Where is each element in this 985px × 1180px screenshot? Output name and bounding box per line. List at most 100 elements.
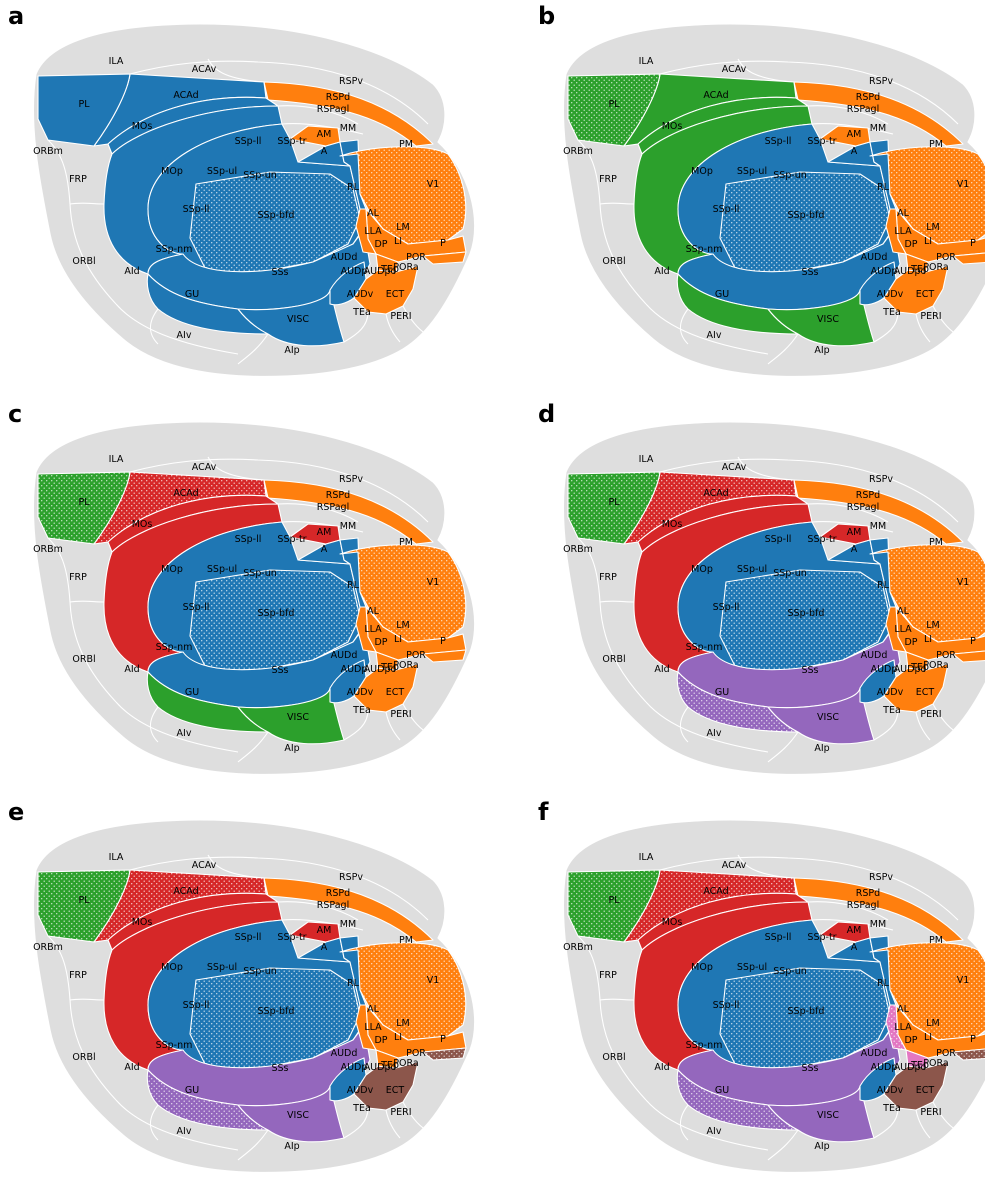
area-visc xyxy=(767,289,875,347)
region-label: SSp-bfd xyxy=(258,608,295,619)
region-label: ORBm xyxy=(563,544,593,555)
region-label: FRP xyxy=(69,174,87,185)
region-label: AL xyxy=(367,208,379,219)
panel-f: f ILA ACAv RSPv PL ACAd RSPd RSPagl MOs MM AM PM ORB… xyxy=(538,800,985,1180)
region-label: PORa xyxy=(923,1058,948,1069)
region-label: FRP xyxy=(69,572,87,583)
area-dp xyxy=(375,1049,399,1069)
region-label: DP xyxy=(904,637,917,648)
region-boundary xyxy=(599,998,635,1001)
region-label: ECT xyxy=(386,1085,405,1096)
region-label: AUDv xyxy=(877,289,904,300)
area-rsp xyxy=(263,877,434,943)
region-boundary xyxy=(873,709,899,741)
region-boundary xyxy=(281,919,364,931)
region-label: ACAv xyxy=(192,64,217,75)
region-label: PERI xyxy=(920,1107,941,1118)
region-label: FRP xyxy=(599,970,617,981)
region-label: P xyxy=(440,238,446,249)
region-boundary xyxy=(281,521,364,533)
region-label: ACAd xyxy=(173,886,198,897)
region-label: SSp-ll xyxy=(235,136,262,147)
region-label: SSs xyxy=(801,267,818,278)
panel-letter: b xyxy=(538,2,556,30)
region-label: SSp-ul xyxy=(207,962,237,973)
region-label: RSPd xyxy=(326,888,350,899)
region-label: LM xyxy=(396,222,410,233)
region-label: AUDd xyxy=(861,650,888,661)
region-label: SSp-un xyxy=(243,966,277,977)
panel-letter: a xyxy=(8,2,25,30)
region-label: VISC xyxy=(817,1110,839,1121)
region-label: SSp-ll xyxy=(183,204,210,215)
region-boundary xyxy=(149,1104,159,1141)
region-label: SSp-nm xyxy=(156,1040,193,1051)
region-label: VISC xyxy=(287,314,309,325)
region-boundary xyxy=(873,311,899,343)
region-label: RL xyxy=(877,182,890,193)
region-label: AIv xyxy=(177,330,192,341)
region-label: RL xyxy=(347,182,360,193)
region-label: AId xyxy=(654,266,669,277)
region-label: ACAv xyxy=(192,860,217,871)
region-boundary xyxy=(115,701,239,753)
region-label: RSPagl xyxy=(317,104,349,115)
region-label: PM xyxy=(399,537,413,548)
region-label: SSp-ll xyxy=(765,136,792,147)
region-boundary xyxy=(807,503,889,523)
region-label: ILA xyxy=(639,852,654,863)
region-label: MM xyxy=(870,919,886,930)
region-label: AIp xyxy=(814,1141,829,1152)
region-label: SSp-un xyxy=(773,170,807,181)
region-label: PM xyxy=(399,139,413,150)
region-label: ECT xyxy=(916,687,935,698)
region-label: PERI xyxy=(920,311,941,322)
region-label: SSp-ll xyxy=(235,932,262,943)
region-label: A xyxy=(851,544,858,555)
region-boundary xyxy=(47,139,117,305)
region-boundary xyxy=(915,711,931,741)
region-label: TEp xyxy=(910,662,929,673)
region-label: AId xyxy=(124,266,139,277)
region-label: ORBl xyxy=(602,654,625,665)
region-label: AUDpo xyxy=(364,664,397,675)
region-boundary xyxy=(577,537,647,703)
region-label: P xyxy=(970,1034,976,1045)
region-label: LLA xyxy=(894,226,912,237)
region-label: GU xyxy=(185,687,199,698)
area-p xyxy=(952,1048,985,1061)
region-boundary xyxy=(343,1107,369,1139)
region-boundary xyxy=(645,701,769,753)
region-label: GU xyxy=(185,1085,199,1096)
region-label: ILA xyxy=(109,56,124,67)
region-label: AUDp xyxy=(341,266,368,277)
region-label: AL xyxy=(367,606,379,617)
region-label: AM xyxy=(847,527,862,538)
region-label: MOp xyxy=(161,166,183,177)
region-label: PERI xyxy=(390,311,411,322)
region-label: AUDd xyxy=(331,252,358,263)
region-label: RSPagl xyxy=(847,104,879,115)
region-label: SSs xyxy=(801,1063,818,1074)
region-label: SSp-tr xyxy=(807,932,836,943)
region-label: AM xyxy=(317,925,332,936)
region-label: V1 xyxy=(427,179,440,190)
region-label: TEa xyxy=(882,307,901,318)
region-boundary xyxy=(599,202,635,205)
region-boundary xyxy=(811,123,894,135)
region-label: POR xyxy=(406,650,426,661)
region-label: POR xyxy=(936,1048,956,1059)
region-label: SSp-bfd xyxy=(258,1006,295,1017)
region-boundary xyxy=(402,703,427,733)
region-label: SSp-nm xyxy=(686,244,723,255)
region-label: GU xyxy=(715,289,729,300)
region-label: TEa xyxy=(882,1103,901,1114)
region-boundary xyxy=(811,521,894,533)
region-label: ILA xyxy=(109,454,124,465)
region-label: VISC xyxy=(287,1110,309,1121)
region-label: A xyxy=(851,942,858,953)
region-label: PL xyxy=(78,497,90,508)
